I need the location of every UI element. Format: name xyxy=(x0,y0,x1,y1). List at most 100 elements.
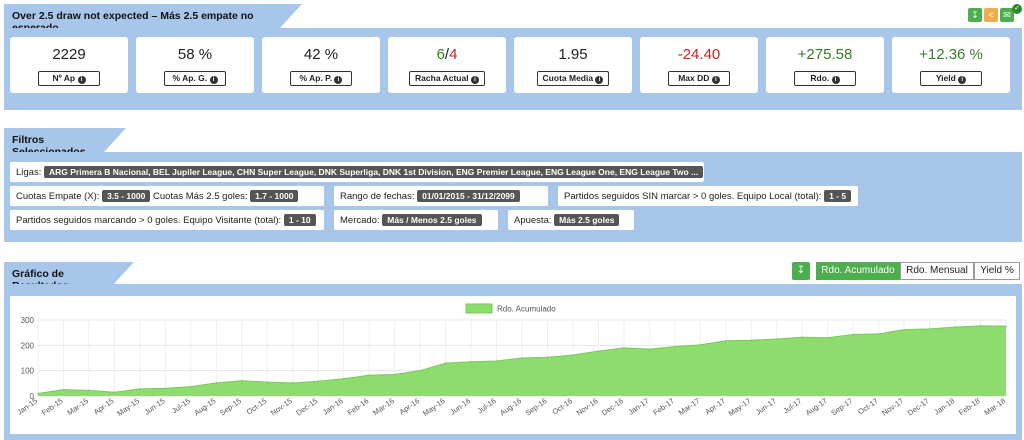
x-tick-label: May-17 xyxy=(727,396,753,418)
x-tick-label: Jun-17 xyxy=(754,396,778,417)
data-point xyxy=(928,328,931,330)
filter-mercado-value: Más / Menos 2.5 goles xyxy=(382,214,482,226)
results-chart: 0 100 200 300 Jan-15 Feb-15 Mar-15 Apr-15 May-15… xyxy=(10,296,1016,434)
data-point xyxy=(903,328,905,331)
data-point xyxy=(342,377,345,380)
data-point xyxy=(444,362,447,364)
data-point xyxy=(419,369,421,372)
chart-download-icon[interactable]: ↧ xyxy=(792,262,810,280)
stat-rdo: +275.58 Rdo. i xyxy=(766,37,884,93)
stat-label[interactable]: Yield i xyxy=(920,71,982,86)
stat-label[interactable]: Racha Actual i xyxy=(409,71,485,86)
y-tick-label: 200 xyxy=(21,341,35,350)
stat-label[interactable]: % Ap. G. i xyxy=(164,71,226,86)
x-tick-label: Jul-17 xyxy=(781,396,803,415)
info-icon: i xyxy=(595,76,604,84)
data-point xyxy=(88,389,90,392)
download-icon[interactable]: ↧ xyxy=(968,8,982,22)
data-point xyxy=(291,382,294,384)
x-tick-label: Apr-15 xyxy=(92,396,116,416)
stat-value: 2229 xyxy=(52,46,86,63)
info-icon: i xyxy=(831,76,840,84)
x-tick-label: Sep-15 xyxy=(218,396,243,417)
data-point xyxy=(852,333,854,336)
tab-rdo-mensual[interactable]: Rdo. Mensual xyxy=(900,262,974,280)
stat-label[interactable]: Cuota Media i xyxy=(536,71,610,86)
data-point xyxy=(954,326,956,328)
data-point xyxy=(317,380,320,383)
data-point xyxy=(597,350,600,352)
data-point xyxy=(62,388,65,391)
x-tick-label: Jan-17 xyxy=(627,396,651,417)
tab-yield[interactable]: Yield % xyxy=(974,262,1020,280)
x-tick-label: Mar-15 xyxy=(65,396,90,417)
data-point xyxy=(470,361,472,363)
x-tick-label: Aug-15 xyxy=(192,396,217,417)
stat-num-ap: 2229 Nº Ap i xyxy=(10,37,128,93)
data-point xyxy=(724,339,727,342)
x-tick-label: May-16 xyxy=(421,396,447,418)
info-icon: i xyxy=(958,76,967,84)
check-badge-icon: ✓ xyxy=(1012,4,1022,14)
x-tick-label: Jan-15 xyxy=(15,396,39,417)
strategy-title-tab: Over 2.5 draw not expected – Más 2.5 emp… xyxy=(4,4,302,34)
x-tick-label: Mar-18 xyxy=(983,396,1008,417)
stat-label[interactable]: Max DD i xyxy=(668,71,730,86)
stat-value: 42 % xyxy=(303,46,339,63)
filter-visitante-value: 1 - 10 xyxy=(283,214,316,226)
x-tick-label: Nov-17 xyxy=(880,396,905,417)
x-tick-label: Jun-16 xyxy=(448,396,472,417)
stat-value: -24.40 xyxy=(677,46,721,63)
x-tick-label: Feb-15 xyxy=(40,396,65,417)
data-point xyxy=(393,373,396,376)
data-point xyxy=(699,344,702,346)
filter-local-value: 1 - 5 xyxy=(824,190,852,202)
data-point xyxy=(164,387,167,390)
data-point xyxy=(190,385,192,388)
y-tick-label: 300 xyxy=(21,316,35,325)
x-tick-label: Nov-15 xyxy=(269,396,294,417)
data-point xyxy=(979,325,982,327)
series-area xyxy=(38,325,1006,396)
stat-value: +12.36 % xyxy=(919,46,983,63)
x-tick-label: Sep-16 xyxy=(524,396,549,417)
mail-icon[interactable]: ✉ xyxy=(1000,8,1014,22)
y-tick-label: 0 xyxy=(30,392,35,401)
filter-cuotas: Cuotas Empate (X): 3.5 - 1000 Cuotas Más… xyxy=(10,186,324,206)
x-tick-label: Aug-17 xyxy=(804,396,829,417)
info-icon: i xyxy=(334,76,343,84)
data-point xyxy=(623,347,625,349)
filter-apuesta: Apuesta: Más 2.5 goles xyxy=(508,210,634,230)
data-point xyxy=(240,380,243,382)
stat-cuota-media: 1.95 Cuota Media i xyxy=(514,37,632,93)
stat-pct-ap-g: 58 % % Ap. G. i xyxy=(136,37,254,93)
x-tick-label: Apr-17 xyxy=(703,396,727,416)
x-tick-label: Oct-16 xyxy=(550,396,574,416)
x-tick-label: May-15 xyxy=(115,396,141,418)
filter-cuotas-mas-value: 1.7 - 1000 xyxy=(250,190,299,202)
data-point xyxy=(750,339,753,342)
stat-label[interactable]: Nº Ap i xyxy=(38,71,100,86)
filter-apuesta-value: Más 2.5 goles xyxy=(554,214,620,226)
stat-racha-actual: 6/4 Racha Actual i xyxy=(388,37,506,93)
x-tick-label: Mar-16 xyxy=(371,396,396,417)
x-tick-label: Dec-17 xyxy=(906,396,931,417)
data-point xyxy=(37,392,39,395)
data-point xyxy=(368,374,370,377)
stat-value: 6/4 xyxy=(436,46,458,63)
x-tick-label: Mar-17 xyxy=(677,396,702,417)
stat-value: +275.58 xyxy=(797,46,853,63)
x-tick-label: Jan-16 xyxy=(321,396,345,417)
data-point xyxy=(775,338,778,340)
tab-rdo-acumulado[interactable]: Rdo. Acumulado xyxy=(816,262,900,280)
filter-visitante: Partidos seguidos marcando > 0 goles. Eq… xyxy=(10,210,324,230)
stat-label[interactable]: % Ap. P. i xyxy=(290,71,352,86)
x-tick-label: Jul-15 xyxy=(170,396,192,415)
data-point xyxy=(826,336,829,339)
x-tick-label: Oct-15 xyxy=(245,396,269,416)
share-icon[interactable]: < xyxy=(984,8,998,22)
stat-label[interactable]: Rdo. i xyxy=(794,71,856,86)
filters-title-tab: Filtros Seleccionados xyxy=(4,128,126,158)
data-point xyxy=(801,336,804,339)
info-icon: i xyxy=(77,76,86,84)
